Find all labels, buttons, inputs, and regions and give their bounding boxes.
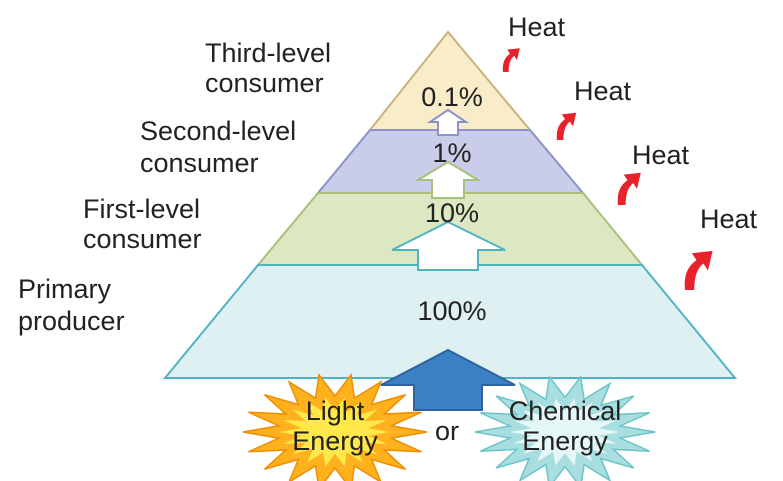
level-percent: 0.1% bbox=[421, 82, 483, 112]
source-label: Energy bbox=[522, 426, 608, 456]
or-label: or bbox=[435, 416, 459, 446]
heat-arrow bbox=[685, 251, 713, 290]
heat-arrow bbox=[618, 173, 641, 205]
level-label: producer bbox=[18, 306, 125, 336]
heat-label: Heat bbox=[508, 12, 566, 42]
heat-label: Heat bbox=[574, 76, 632, 106]
level-percent: 1% bbox=[432, 138, 471, 168]
level-label: Primary bbox=[18, 274, 111, 304]
level-label: First-level bbox=[83, 194, 200, 224]
level-label: Third-level bbox=[205, 38, 331, 68]
level-percent: 10% bbox=[425, 198, 479, 228]
level-label: Second-level bbox=[140, 116, 296, 146]
heat-label: Heat bbox=[700, 204, 758, 234]
source-label: Chemical bbox=[509, 396, 622, 426]
level-label: consumer bbox=[83, 224, 202, 254]
energy-pyramid: Third-level consumer Second-level consum… bbox=[0, 0, 783, 481]
level-percent: 100% bbox=[417, 296, 486, 326]
heat-arrow bbox=[503, 48, 520, 72]
source-label: Light bbox=[306, 396, 365, 426]
level-label: consumer bbox=[205, 68, 324, 98]
level-label: consumer bbox=[140, 148, 259, 178]
heat-arrow bbox=[557, 113, 576, 140]
source-label: Energy bbox=[292, 426, 378, 456]
heat-label: Heat bbox=[632, 140, 690, 170]
